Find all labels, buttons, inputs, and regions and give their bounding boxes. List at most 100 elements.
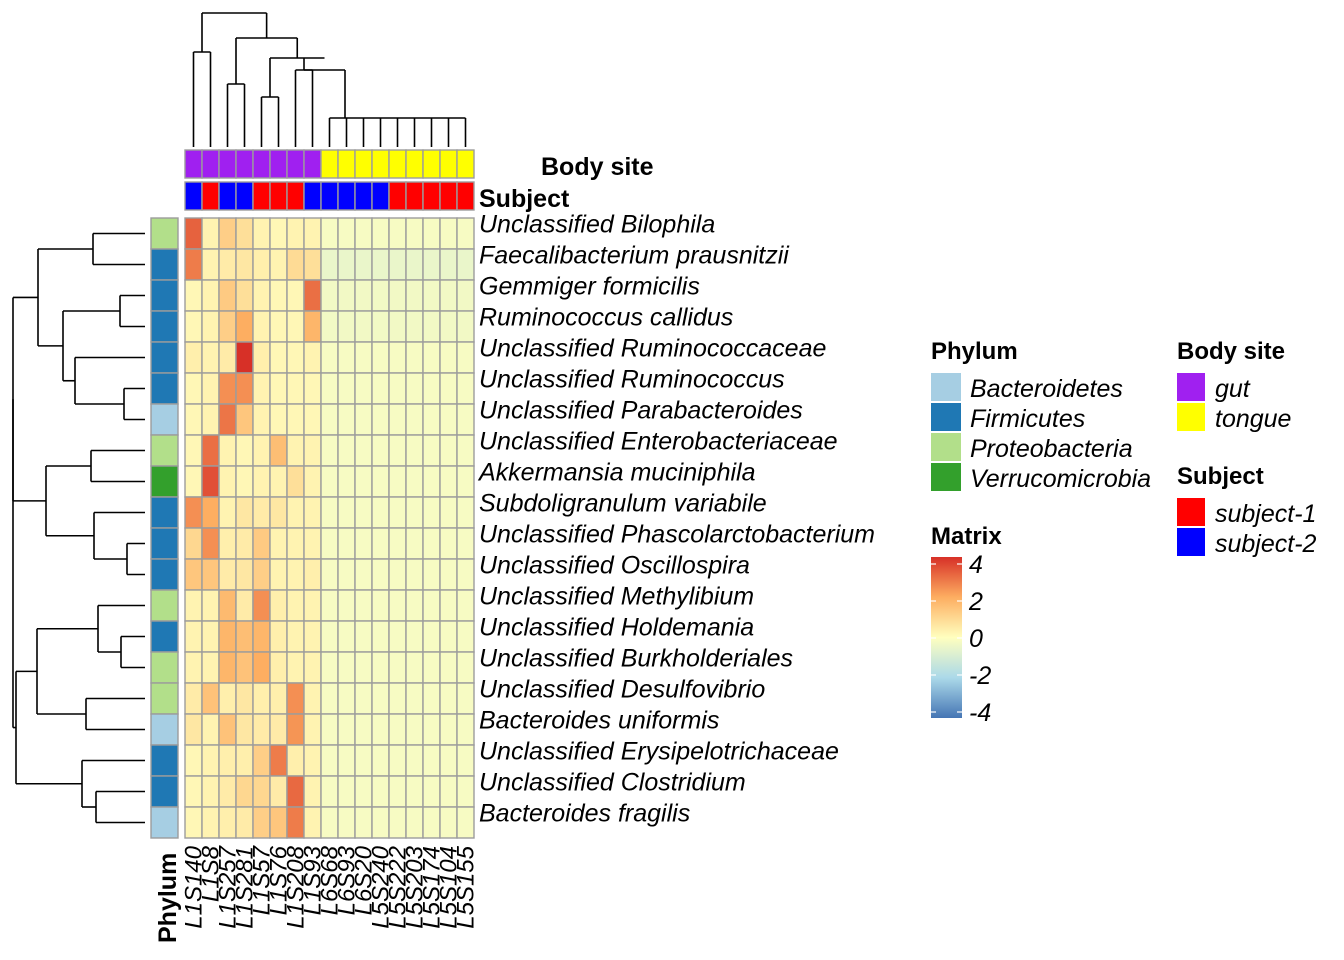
matrix-tick-label: -2 xyxy=(969,662,991,690)
heatmap-cell xyxy=(252,279,271,312)
heatmap-cell xyxy=(303,341,322,374)
heatmap-cell xyxy=(337,558,356,591)
heatmap-cell xyxy=(201,403,220,436)
heatmap-cell xyxy=(337,403,356,436)
heatmap-cell xyxy=(456,434,475,467)
heatmap-cell xyxy=(456,651,475,684)
subject-cell xyxy=(371,181,390,211)
heatmap-cell xyxy=(303,248,322,281)
heatmap-cell xyxy=(439,465,458,498)
row-label: Unclassified Methylibium xyxy=(479,583,754,611)
phylum-cell xyxy=(150,651,179,684)
column-label: L1S93 xyxy=(300,845,327,915)
heatmap-cell xyxy=(354,372,373,405)
column-label: L5S240 xyxy=(368,845,395,928)
heatmap-cell xyxy=(218,496,237,529)
heatmap-cell xyxy=(218,527,237,560)
column-label: L5S203 xyxy=(402,845,429,928)
heatmap-cell xyxy=(269,620,288,653)
heatmap-cell xyxy=(337,341,356,374)
heatmap-cell xyxy=(354,403,373,436)
heatmap-cell xyxy=(320,310,339,343)
heatmap-cell xyxy=(252,682,271,715)
heatmap-cell xyxy=(337,217,356,250)
heatmap-cell xyxy=(388,651,407,684)
body-site-cell xyxy=(388,149,407,179)
heatmap-cell xyxy=(422,310,441,343)
heatmap-cell xyxy=(439,496,458,529)
body-site-track-label: Body site xyxy=(541,153,654,181)
heatmap-cell xyxy=(184,465,203,498)
heatmap-cell xyxy=(405,527,424,560)
heatmap-cell xyxy=(252,527,271,560)
heatmap-cell xyxy=(218,310,237,343)
heatmap-cell xyxy=(252,217,271,250)
heatmap-cell xyxy=(337,434,356,467)
body-site-cell xyxy=(456,149,475,179)
heatmap-cell xyxy=(422,217,441,250)
heatmap-cell xyxy=(184,403,203,436)
heatmap-cell xyxy=(252,651,271,684)
heatmap-cell xyxy=(405,775,424,808)
heatmap-cell xyxy=(286,496,305,529)
heatmap-cell xyxy=(422,713,441,746)
heatmap-cell xyxy=(456,682,475,715)
phylum-legend: Phylum BacteroidetesFirmicutesProteobact… xyxy=(931,338,1151,493)
heatmap-cell xyxy=(439,558,458,591)
heatmap-cell xyxy=(269,775,288,808)
subject-cell xyxy=(252,181,271,211)
heatmap-cell xyxy=(371,713,390,746)
subject-cell xyxy=(456,181,475,211)
row-label: Subdoligranulum variabile xyxy=(479,490,767,518)
heatmap-cell xyxy=(235,775,254,808)
body-site-cell xyxy=(269,149,288,179)
heatmap-cell xyxy=(354,775,373,808)
heatmap-cell xyxy=(320,341,339,374)
heatmap-cell xyxy=(405,744,424,777)
heatmap-cell xyxy=(235,341,254,374)
heatmap-cell xyxy=(218,248,237,281)
heatmap-cell xyxy=(371,217,390,250)
heatmap-cell xyxy=(218,372,237,405)
heatmap-cell xyxy=(405,279,424,312)
heatmap-cell xyxy=(439,310,458,343)
row-labels: Unclassified Bilophila Faecalibacterium p… xyxy=(477,211,875,828)
heatmap-cell xyxy=(201,744,220,777)
subject-cell xyxy=(439,181,458,211)
heatmap-cell xyxy=(320,248,339,281)
heatmap-cell xyxy=(320,434,339,467)
heatmap-cell xyxy=(320,372,339,405)
phylum-legend-swatch xyxy=(931,403,961,431)
subject-cell xyxy=(201,181,220,211)
heatmap-cell xyxy=(235,434,254,467)
heatmap-cell xyxy=(405,589,424,622)
column-labels: L1S140L1S8L1S257L1S281L1S57L1S76L1S208L1… xyxy=(181,844,480,928)
heatmap-cell xyxy=(371,527,390,560)
heatmap-cell xyxy=(320,527,339,560)
heatmap-cell xyxy=(456,527,475,560)
heatmap-cell xyxy=(456,589,475,622)
heatmap-cell xyxy=(218,558,237,591)
heatmap-cell xyxy=(184,775,203,808)
phylum-cell xyxy=(150,279,179,312)
body-site-cell xyxy=(405,149,424,179)
heatmap-cell xyxy=(269,682,288,715)
body-site-cell xyxy=(303,149,322,179)
heatmap-cell xyxy=(303,682,322,715)
heatmap-cell xyxy=(337,310,356,343)
heatmap-cell xyxy=(252,372,271,405)
heatmap-cell xyxy=(235,310,254,343)
heatmap-cell xyxy=(269,651,288,684)
heatmap-cell xyxy=(422,496,441,529)
heatmap-cell xyxy=(456,806,475,839)
heatmap-cell xyxy=(456,372,475,405)
heatmap-cell xyxy=(286,434,305,467)
heatmap-cell xyxy=(388,806,407,839)
heatmap-cell xyxy=(252,248,271,281)
heatmap-cell xyxy=(286,589,305,622)
heatmap-cell xyxy=(320,744,339,777)
heatmap-cell xyxy=(184,496,203,529)
phylum-legend-swatch xyxy=(931,373,961,401)
matrix-tick-label: 4 xyxy=(969,551,983,579)
column-label: L1S208 xyxy=(283,845,310,928)
